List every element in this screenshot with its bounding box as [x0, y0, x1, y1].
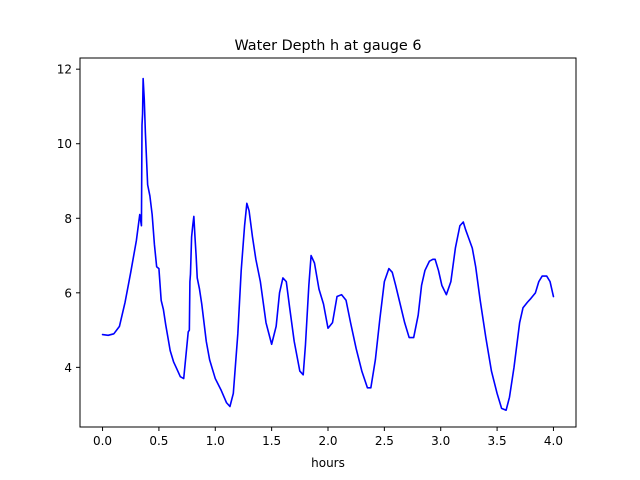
x-tick-label: 0.0	[93, 434, 112, 448]
x-axis: 0.0 0.5 1.0 1.5 2.0 2.5 3.0 3.5 4.0	[93, 427, 563, 448]
series-line	[101, 77, 555, 412]
chart-title: Water Depth h at gauge 6	[234, 38, 421, 54]
x-tick-label: 2.0	[318, 434, 337, 448]
plot-series	[101, 77, 555, 412]
y-axis: 4 6 8 10 12	[57, 63, 80, 375]
x-tick-label: 3.0	[431, 434, 450, 448]
x-tick-label: 0.5	[149, 434, 168, 448]
x-tick-label: 3.5	[488, 434, 507, 448]
y-tick-label: 12	[57, 63, 72, 77]
x-axis-label: hours	[311, 456, 345, 470]
y-tick-label: 6	[64, 286, 72, 300]
y-tick-label: 8	[64, 212, 72, 226]
y-tick-label: 4	[64, 361, 72, 375]
x-tick-label: 2.5	[375, 434, 394, 448]
x-tick-label: 1.5	[262, 434, 281, 448]
x-tick-label: 4.0	[544, 434, 563, 448]
x-tick-label: 1.0	[206, 434, 225, 448]
y-tick-label: 10	[57, 137, 72, 151]
